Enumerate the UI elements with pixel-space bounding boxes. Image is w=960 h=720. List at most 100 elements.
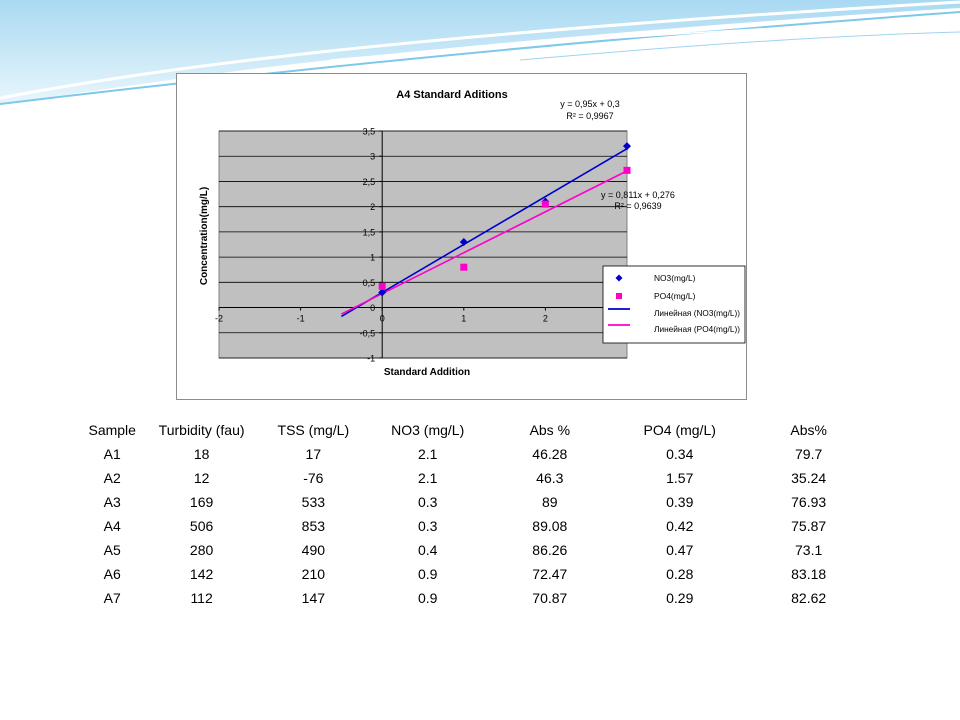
table-row: A3 169 533 0.3 89 0.39 76.93 [80, 490, 870, 514]
y-tick-label: 1,5 [363, 227, 376, 237]
data-point [378, 282, 386, 290]
table-cell: 853 [301, 518, 326, 534]
trendline [340, 147, 628, 318]
table-cell: 0.3 [417, 518, 438, 534]
plot-area [218, 130, 628, 359]
table-cell: 79.7 [795, 446, 823, 462]
table-cell: 147 [301, 590, 326, 606]
chart-title: A4 Standard Aditions [396, 89, 507, 101]
chart-frame: -1 -0,5 0 0,5 1 1,5 2 2,5 3 3,5 -2 -1 0 1 2 A4 Standar… [176, 73, 747, 400]
table-row: A2 12 -76 2.1 46.3 1.57 35.24 [80, 466, 870, 490]
table-cell: 75.87 [791, 518, 827, 534]
table-cell: 490 [301, 542, 326, 558]
table-row: A5 280 490 0.4 86.26 0.47 73.1 [80, 538, 870, 562]
data-point [460, 263, 468, 271]
table-cell: 112 [190, 590, 213, 606]
column-header: NO3 (mg/L) [391, 422, 465, 438]
table-cell: 0.9 [417, 566, 438, 582]
table-cell: 169 [189, 494, 214, 510]
table-cell: 533 [301, 494, 326, 510]
trendline-r2: R² = 0,9639 [614, 201, 661, 211]
table-cell: 35.24 [791, 470, 827, 486]
y-tick-label: 0,5 [363, 278, 376, 288]
table-cell: 89.08 [532, 518, 568, 534]
table-cell: A7 [103, 590, 121, 606]
table-cell: 0.39 [666, 494, 694, 510]
x-tick-label: 2 [543, 314, 548, 324]
y-axis-label: Concentration(mg/L) [199, 187, 210, 285]
trendline-equation: y = 0,95x + 0,3 [560, 99, 620, 109]
table-cell: A5 [103, 542, 121, 558]
legend-marker [615, 274, 623, 282]
table-cell: A6 [103, 566, 121, 582]
table-cell: 76.93 [791, 494, 827, 510]
table-cell: 506 [189, 518, 214, 534]
table-cell: 17 [305, 446, 322, 462]
table-row: A6 142 210 0.9 72.47 0.28 83.18 [80, 562, 870, 586]
y-tick-label: 0 [370, 303, 375, 313]
table-cell: 89 [542, 494, 558, 510]
x-tick-label: -2 [215, 314, 223, 324]
y-tick-label: 2 [370, 202, 375, 212]
data-point [378, 288, 387, 297]
y-tick-label: 1 [370, 253, 375, 263]
table-cell: 210 [301, 566, 326, 582]
y-tick-label: -0,5 [360, 328, 376, 338]
table-cell: 0.29 [666, 590, 694, 606]
scatter-chart: -1 -0,5 0 0,5 1 1,5 2 2,5 3 3,5 -2 -1 0 1 2 A4 Standar… [199, 89, 746, 378]
table-cell: 46.28 [532, 446, 568, 462]
table-cell: 72.47 [532, 566, 568, 582]
table-cell: 0.9 [417, 590, 438, 606]
table-cell: A3 [103, 494, 121, 510]
table-cell: 0.47 [666, 542, 694, 558]
data-point [623, 166, 631, 174]
header-wave-decoration [0, 0, 960, 105]
trendline [341, 170, 628, 315]
y-tick-label: -1 [367, 354, 375, 364]
table-cell: 2.1 [417, 446, 438, 462]
data-point [623, 142, 631, 151]
data-point [541, 200, 549, 208]
column-header: PO4 (mg/L) [643, 422, 716, 438]
table-cell: A4 [103, 518, 121, 534]
column-header: Sample [88, 422, 136, 438]
x-tick-label: -1 [297, 314, 305, 324]
legend-label: Линейная (NO3(mg/L)) [654, 308, 740, 318]
table-header-row: Sample Turbidity (fau) TSS (mg/L) NO3 (mg/L… [80, 418, 870, 442]
table-cell: 0.4 [417, 542, 438, 558]
y-tick-label: 3,5 [363, 127, 376, 137]
table-cell: 0.3 [417, 494, 438, 510]
column-header: Abs % [529, 422, 571, 438]
table-cell: 280 [189, 542, 214, 558]
x-axis-label: Standard Addition [384, 367, 470, 378]
y-tick-label: 2,5 [363, 177, 376, 187]
legend-box [602, 265, 746, 344]
table-cell: 1.57 [666, 470, 694, 486]
table-cell: 82.62 [791, 590, 827, 606]
column-header: Turbidity (fau) [158, 422, 245, 438]
table-cell: 73.1 [795, 542, 823, 558]
table-cell: 0.28 [666, 566, 694, 582]
table-cell: 83.18 [791, 566, 827, 582]
legend-marker [616, 293, 622, 299]
table-cell: 2.1 [417, 470, 438, 486]
column-header: Abs% [790, 422, 827, 438]
x-tick-label: 0 [380, 314, 385, 324]
data-point [459, 237, 468, 246]
legend-label: Линейная (PO4(mg/L)) [654, 324, 740, 334]
y-tick-label: 3 [370, 152, 375, 162]
table-cell: 142 [189, 566, 214, 582]
table-cell: A2 [103, 470, 121, 486]
table-cell: 86.26 [532, 542, 568, 558]
legend-label: PO4(mg/L) [654, 291, 696, 301]
table-cell: 0.34 [666, 446, 694, 462]
trendline-equation: y = 0,811x + 0,276 [601, 190, 675, 200]
column-header: TSS (mg/L) [277, 422, 350, 438]
table-row: A1 18 17 2.1 46.28 0.34 79.7 [80, 442, 870, 466]
table-row: A4 506 853 0.3 89.08 0.42 75.87 [80, 514, 870, 538]
table-cell: -76 [303, 470, 324, 486]
legend-label: NO3(mg/L) [654, 273, 696, 283]
x-tick-label: 1 [461, 314, 466, 324]
table-cell: 18 [193, 446, 210, 462]
samples-table: Sample Turbidity (fau) TSS (mg/L) NO3 (mg/L… [80, 418, 870, 610]
